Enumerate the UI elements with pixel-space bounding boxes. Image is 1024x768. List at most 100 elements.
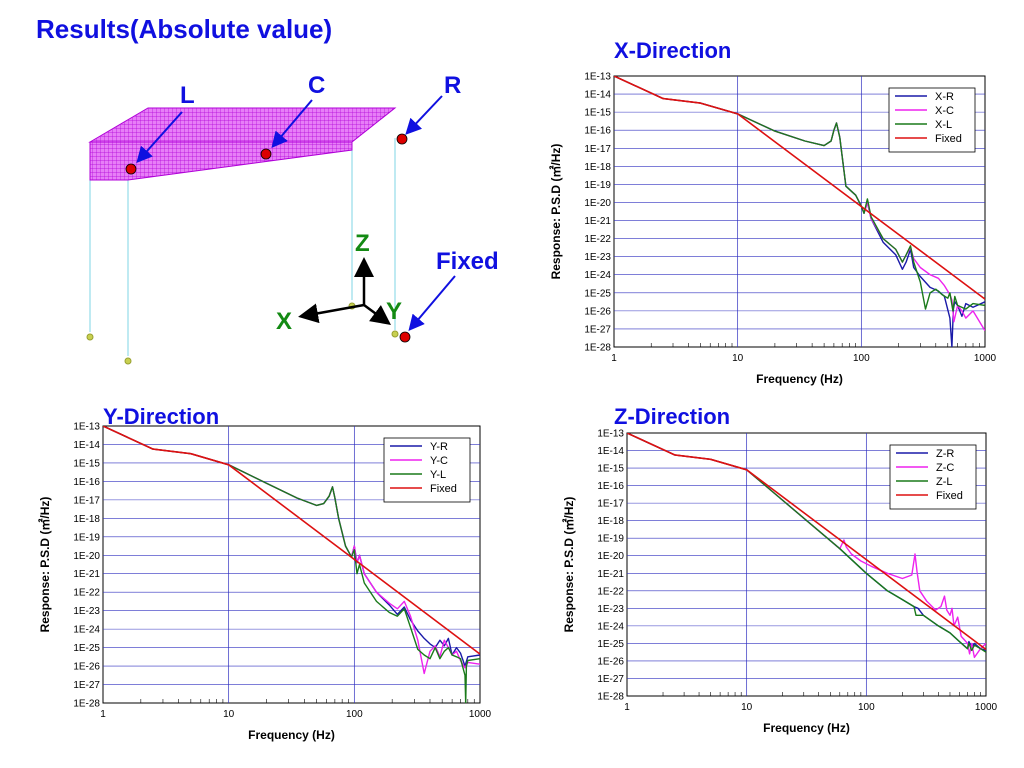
x-tick-label: 1 bbox=[624, 702, 630, 713]
y-tick-label: 1E-17 bbox=[597, 499, 624, 510]
series-line-Fixed bbox=[627, 433, 986, 651]
y-tick-label: 1E-16 bbox=[584, 126, 611, 137]
y-tick-label: 1E-17 bbox=[584, 144, 611, 155]
label-R: R bbox=[444, 72, 462, 99]
chart-title-y: Y-Direction bbox=[103, 404, 220, 429]
y-tick-label: 1E-20 bbox=[73, 551, 100, 562]
node-fixed bbox=[399, 331, 411, 343]
y-tick-label: 1E-21 bbox=[597, 569, 624, 580]
y-tick-label: 1E-21 bbox=[584, 216, 611, 227]
x-tick-label: 1 bbox=[100, 709, 106, 720]
legend-entry-Z-C: Z-C bbox=[936, 462, 954, 474]
y-tick-label: 1E-26 bbox=[584, 306, 611, 317]
y-tick-label: 1E-19 bbox=[73, 532, 100, 543]
pointer-arrow bbox=[271, 99, 313, 149]
y-tick-label: 1E-21 bbox=[73, 569, 100, 580]
series-line-Fixed bbox=[103, 426, 480, 655]
legend-entry-Z-L: Z-L bbox=[936, 476, 953, 488]
series-line-Y-L bbox=[103, 426, 480, 703]
chart-title-x: X-Direction bbox=[614, 38, 732, 63]
axis-letter-y: Y bbox=[386, 298, 403, 325]
pointer-arrow bbox=[408, 275, 456, 332]
y-tick-label: 1E-28 bbox=[73, 699, 100, 710]
x-axis-label: Frequency (Hz) bbox=[763, 721, 850, 735]
y-tick-label: 1E-27 bbox=[597, 674, 624, 685]
y-tick-label: 1E-26 bbox=[73, 662, 100, 673]
y-tick-label: 1E-22 bbox=[584, 234, 611, 245]
legend-entry-Z-R: Z-R bbox=[936, 448, 954, 460]
legend-entry-Y-L: Y-L bbox=[430, 469, 446, 481]
slide-title: Results(Absolute value) bbox=[36, 14, 333, 44]
x-tick-label: 100 bbox=[346, 709, 363, 720]
pointer-arrow bbox=[136, 111, 183, 163]
node-R bbox=[396, 133, 408, 145]
node-C bbox=[260, 148, 272, 160]
label-fixed: Fixed bbox=[436, 248, 499, 275]
axis-letter-x: X bbox=[276, 308, 293, 335]
y-tick-label: 1E-16 bbox=[73, 477, 100, 488]
y-tick-label: 1E-27 bbox=[73, 680, 100, 691]
y-tick-label: 1E-28 bbox=[597, 692, 624, 703]
y-tick-label: 1E-25 bbox=[73, 643, 100, 654]
y-axis-label: Response: P.S.D (㎡/Hz) bbox=[548, 144, 563, 280]
legend-box bbox=[889, 444, 977, 510]
y-tick-label: 1E-19 bbox=[597, 534, 624, 545]
y-axis-arrow bbox=[363, 303, 392, 325]
legend-entry-X-L: X-L bbox=[935, 119, 952, 131]
legend-box bbox=[383, 437, 471, 503]
x-tick-label: 1000 bbox=[975, 702, 998, 713]
y-tick-label: 1E-13 bbox=[584, 72, 611, 83]
y-tick-label: 1E-19 bbox=[584, 180, 611, 191]
y-tick-label: 1E-18 bbox=[584, 162, 611, 173]
y-tick-label: 1E-16 bbox=[597, 481, 624, 492]
x-axis-label: Frequency (Hz) bbox=[248, 728, 335, 742]
x-axis-label: Frequency (Hz) bbox=[756, 372, 843, 386]
y-tick-label: 1E-28 bbox=[584, 343, 611, 354]
y-axis-label: Response: P.S.D (㎡/Hz) bbox=[37, 497, 52, 633]
y-tick-label: 1E-15 bbox=[584, 108, 611, 119]
y-tick-label: 1E-14 bbox=[597, 446, 624, 457]
pointer-arrow bbox=[405, 95, 443, 135]
y-tick-label: 1E-14 bbox=[73, 440, 100, 451]
node-L bbox=[125, 163, 137, 175]
axis-letter-z: Z bbox=[355, 230, 370, 257]
y-tick-label: 1E-25 bbox=[597, 639, 624, 650]
legend-entry-X-C: X-C bbox=[935, 105, 954, 117]
y-tick-label: 1E-20 bbox=[584, 198, 611, 209]
y-tick-label: 1E-18 bbox=[597, 516, 624, 527]
x-tick-label: 10 bbox=[223, 709, 235, 720]
x-tick-label: 1 bbox=[611, 353, 617, 364]
y-tick-label: 1E-13 bbox=[73, 422, 100, 433]
y-tick-label: 1E-24 bbox=[597, 621, 624, 632]
y-tick-label: 1E-17 bbox=[73, 495, 100, 506]
series-line-X-L bbox=[614, 76, 985, 312]
y-tick-label: 1E-18 bbox=[73, 514, 100, 525]
y-tick-label: 1E-22 bbox=[597, 586, 624, 597]
y-axis-label: Response: P.S.D (㎡/Hz) bbox=[561, 497, 576, 633]
structure-diagram bbox=[86, 95, 456, 365]
legend-box bbox=[888, 87, 976, 153]
x-axis-arrow bbox=[298, 303, 365, 324]
y-tick-label: 1E-14 bbox=[584, 90, 611, 101]
y-tick-label: 1E-24 bbox=[584, 270, 611, 281]
legend-entry-Y-C: Y-C bbox=[430, 455, 448, 467]
y-tick-label: 1E-23 bbox=[73, 606, 100, 617]
y-tick-label: 1E-24 bbox=[73, 625, 100, 636]
y-tick-label: 1E-23 bbox=[597, 604, 624, 615]
x-tick-label: 1000 bbox=[469, 709, 492, 720]
y-tick-label: 1E-15 bbox=[597, 464, 624, 475]
mesh-slab-front bbox=[89, 141, 353, 181]
y-tick-label: 1E-23 bbox=[584, 252, 611, 263]
y-tick-label: 1E-22 bbox=[73, 588, 100, 599]
legend-entry-Fixed: Fixed bbox=[935, 133, 962, 145]
label-L: L bbox=[180, 82, 195, 109]
series-line-Z-L bbox=[627, 433, 986, 653]
series-line-Fixed bbox=[614, 76, 985, 300]
y-tick-label: 1E-13 bbox=[597, 429, 624, 440]
y-tick-label: 1E-15 bbox=[73, 458, 100, 469]
y-tick-label: 1E-20 bbox=[597, 551, 624, 562]
x-tick-label: 1000 bbox=[974, 353, 997, 364]
